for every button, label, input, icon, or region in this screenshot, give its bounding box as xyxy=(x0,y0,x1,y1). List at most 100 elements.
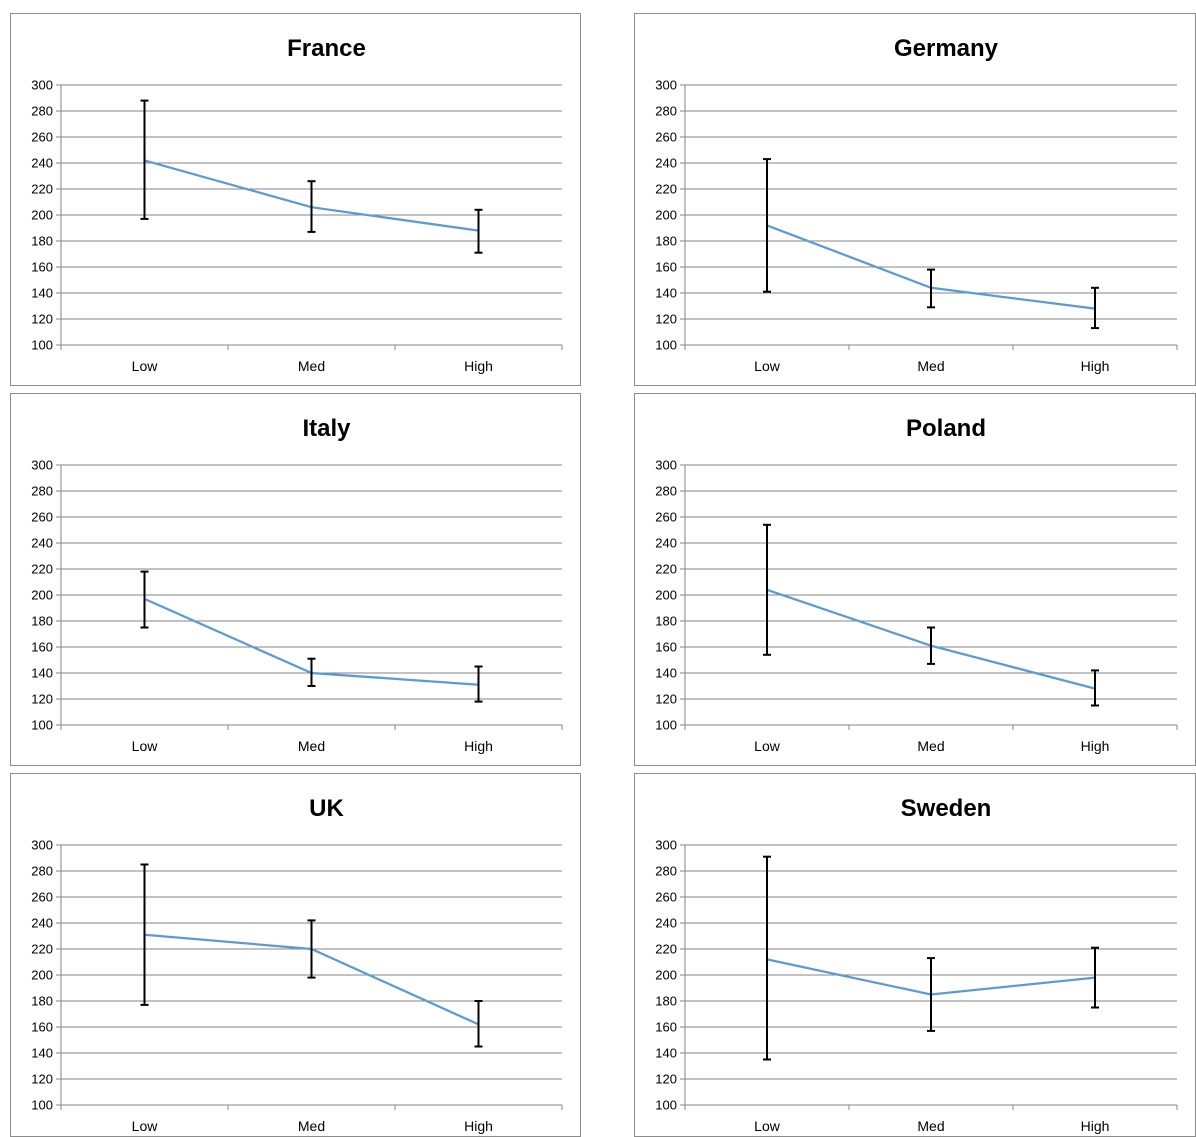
x-tick-label: Low xyxy=(132,358,159,374)
y-tick-label: 220 xyxy=(655,562,677,577)
y-tick-label: 180 xyxy=(655,234,677,249)
y-tick-label: 100 xyxy=(31,718,53,733)
chart-title: Italy xyxy=(302,415,351,442)
x-tick-label: Med xyxy=(298,738,325,754)
y-tick-label: 280 xyxy=(655,104,677,119)
x-tick-label: Med xyxy=(917,738,944,754)
chart-title: UK xyxy=(309,795,344,822)
x-tick-label: High xyxy=(464,358,493,374)
x-tick-label: Med xyxy=(298,358,325,374)
y-tick-label: 260 xyxy=(655,510,677,525)
x-tick-label: Med xyxy=(917,1118,944,1134)
y-tick-label: 280 xyxy=(655,484,677,499)
chart-title: France xyxy=(287,35,366,62)
y-tick-label: 280 xyxy=(31,484,53,499)
chart-panel-uk: UK 100 120 140 160 180 200 220 240 260 280 300 Low Me… xyxy=(10,773,581,1137)
y-tick-label: 240 xyxy=(31,916,53,931)
y-tick-label: 100 xyxy=(655,1098,677,1113)
x-tick-label: Med xyxy=(298,1118,325,1134)
y-tick-label: 220 xyxy=(655,942,677,957)
y-tick-label: 300 xyxy=(31,458,53,473)
y-tick-label: 180 xyxy=(31,614,53,629)
y-tick-label: 140 xyxy=(655,666,677,681)
y-tick-label: 240 xyxy=(655,536,677,551)
chart-title: Poland xyxy=(906,415,986,442)
x-tick-label: Low xyxy=(132,1118,159,1134)
chart-panel-france: France 100 120 140 160 180 200 220 240 260 280 300 L… xyxy=(10,13,581,386)
x-tick-label: High xyxy=(1081,738,1110,754)
y-tick-label: 120 xyxy=(31,692,53,707)
y-tick-label: 140 xyxy=(31,1046,53,1061)
y-tick-label: 160 xyxy=(31,260,53,275)
x-tick-label: Low xyxy=(754,358,781,374)
y-tick-label: 120 xyxy=(31,1072,53,1087)
y-tick-label: 160 xyxy=(655,1020,677,1035)
y-tick-label: 160 xyxy=(655,640,677,655)
y-tick-label: 220 xyxy=(31,562,53,577)
y-tick-label: 200 xyxy=(31,588,53,603)
y-tick-label: 140 xyxy=(655,1046,677,1061)
chart-title: Sweden xyxy=(901,795,992,822)
y-tick-label: 200 xyxy=(655,588,677,603)
x-tick-label: High xyxy=(1081,1118,1110,1134)
y-tick-label: 300 xyxy=(655,78,677,93)
y-tick-label: 240 xyxy=(31,536,53,551)
chart-svg: UK 100 120 140 160 180 200 220 240 260 280 300 Low Me… xyxy=(31,795,563,1134)
y-tick-label: 300 xyxy=(655,838,677,853)
x-tick-label: Med xyxy=(917,358,944,374)
chart-svg: Germany 100 120 140 160 180 200 220 240 260 280 300… xyxy=(655,35,1178,374)
y-tick-label: 180 xyxy=(655,994,677,1009)
x-tick-label: High xyxy=(1081,358,1110,374)
x-tick-label: Low xyxy=(754,1118,781,1134)
y-tick-label: 220 xyxy=(31,942,53,957)
y-tick-label: 160 xyxy=(31,640,53,655)
chart-svg: Poland 100 120 140 160 180 200 220 240 260 280 300 L… xyxy=(655,415,1178,754)
y-tick-label: 200 xyxy=(655,968,677,983)
y-tick-label: 280 xyxy=(31,864,53,879)
y-tick-label: 120 xyxy=(655,692,677,707)
y-tick-label: 120 xyxy=(655,312,677,327)
x-tick-label: High xyxy=(464,738,493,754)
y-tick-label: 260 xyxy=(31,130,53,145)
y-tick-label: 180 xyxy=(655,614,677,629)
chart-svg: Italy 100 120 140 160 180 200 220 240 260 280 300 Lo… xyxy=(31,415,563,754)
y-tick-label: 260 xyxy=(31,890,53,905)
y-tick-label: 140 xyxy=(31,666,53,681)
y-tick-label: 160 xyxy=(655,260,677,275)
y-tick-label: 140 xyxy=(655,286,677,301)
y-tick-label: 140 xyxy=(31,286,53,301)
y-tick-label: 120 xyxy=(31,312,53,327)
y-tick-label: 180 xyxy=(31,234,53,249)
y-tick-label: 300 xyxy=(655,458,677,473)
y-tick-label: 300 xyxy=(31,838,53,853)
chart-panel-italy: Italy 100 120 140 160 180 200 220 240 260 280 300 Lo… xyxy=(10,393,581,766)
y-tick-label: 280 xyxy=(31,104,53,119)
y-tick-label: 100 xyxy=(655,338,677,353)
y-tick-label: 280 xyxy=(655,864,677,879)
y-tick-label: 200 xyxy=(31,968,53,983)
y-tick-label: 100 xyxy=(31,1098,53,1113)
y-tick-label: 240 xyxy=(655,156,677,171)
x-tick-label: High xyxy=(464,1118,493,1134)
chart-panel-poland: Poland 100 120 140 160 180 200 220 240 260 280 300 L… xyxy=(634,393,1196,766)
chart-title: Germany xyxy=(894,35,999,62)
chart-panel-germany: Germany 100 120 140 160 180 200 220 240 260 280 300… xyxy=(634,13,1196,386)
y-tick-label: 180 xyxy=(31,994,53,1009)
y-tick-label: 160 xyxy=(31,1020,53,1035)
y-tick-label: 260 xyxy=(655,890,677,905)
y-tick-label: 200 xyxy=(31,208,53,223)
y-tick-label: 220 xyxy=(655,182,677,197)
y-tick-label: 220 xyxy=(31,182,53,197)
chart-panel-sweden: Sweden 100 120 140 160 180 200 220 240 260 280 300 L… xyxy=(634,773,1196,1137)
y-tick-label: 100 xyxy=(31,338,53,353)
x-tick-label: Low xyxy=(132,738,159,754)
x-tick-label: Low xyxy=(754,738,781,754)
y-tick-label: 120 xyxy=(655,1072,677,1087)
y-tick-label: 240 xyxy=(31,156,53,171)
chart-svg: Sweden 100 120 140 160 180 200 220 240 260 280 300 L… xyxy=(655,795,1178,1134)
y-tick-label: 240 xyxy=(655,916,677,931)
y-tick-label: 260 xyxy=(31,510,53,525)
chart-svg: France 100 120 140 160 180 200 220 240 260 280 300 L… xyxy=(31,35,563,374)
y-tick-label: 300 xyxy=(31,78,53,93)
y-tick-label: 100 xyxy=(655,718,677,733)
